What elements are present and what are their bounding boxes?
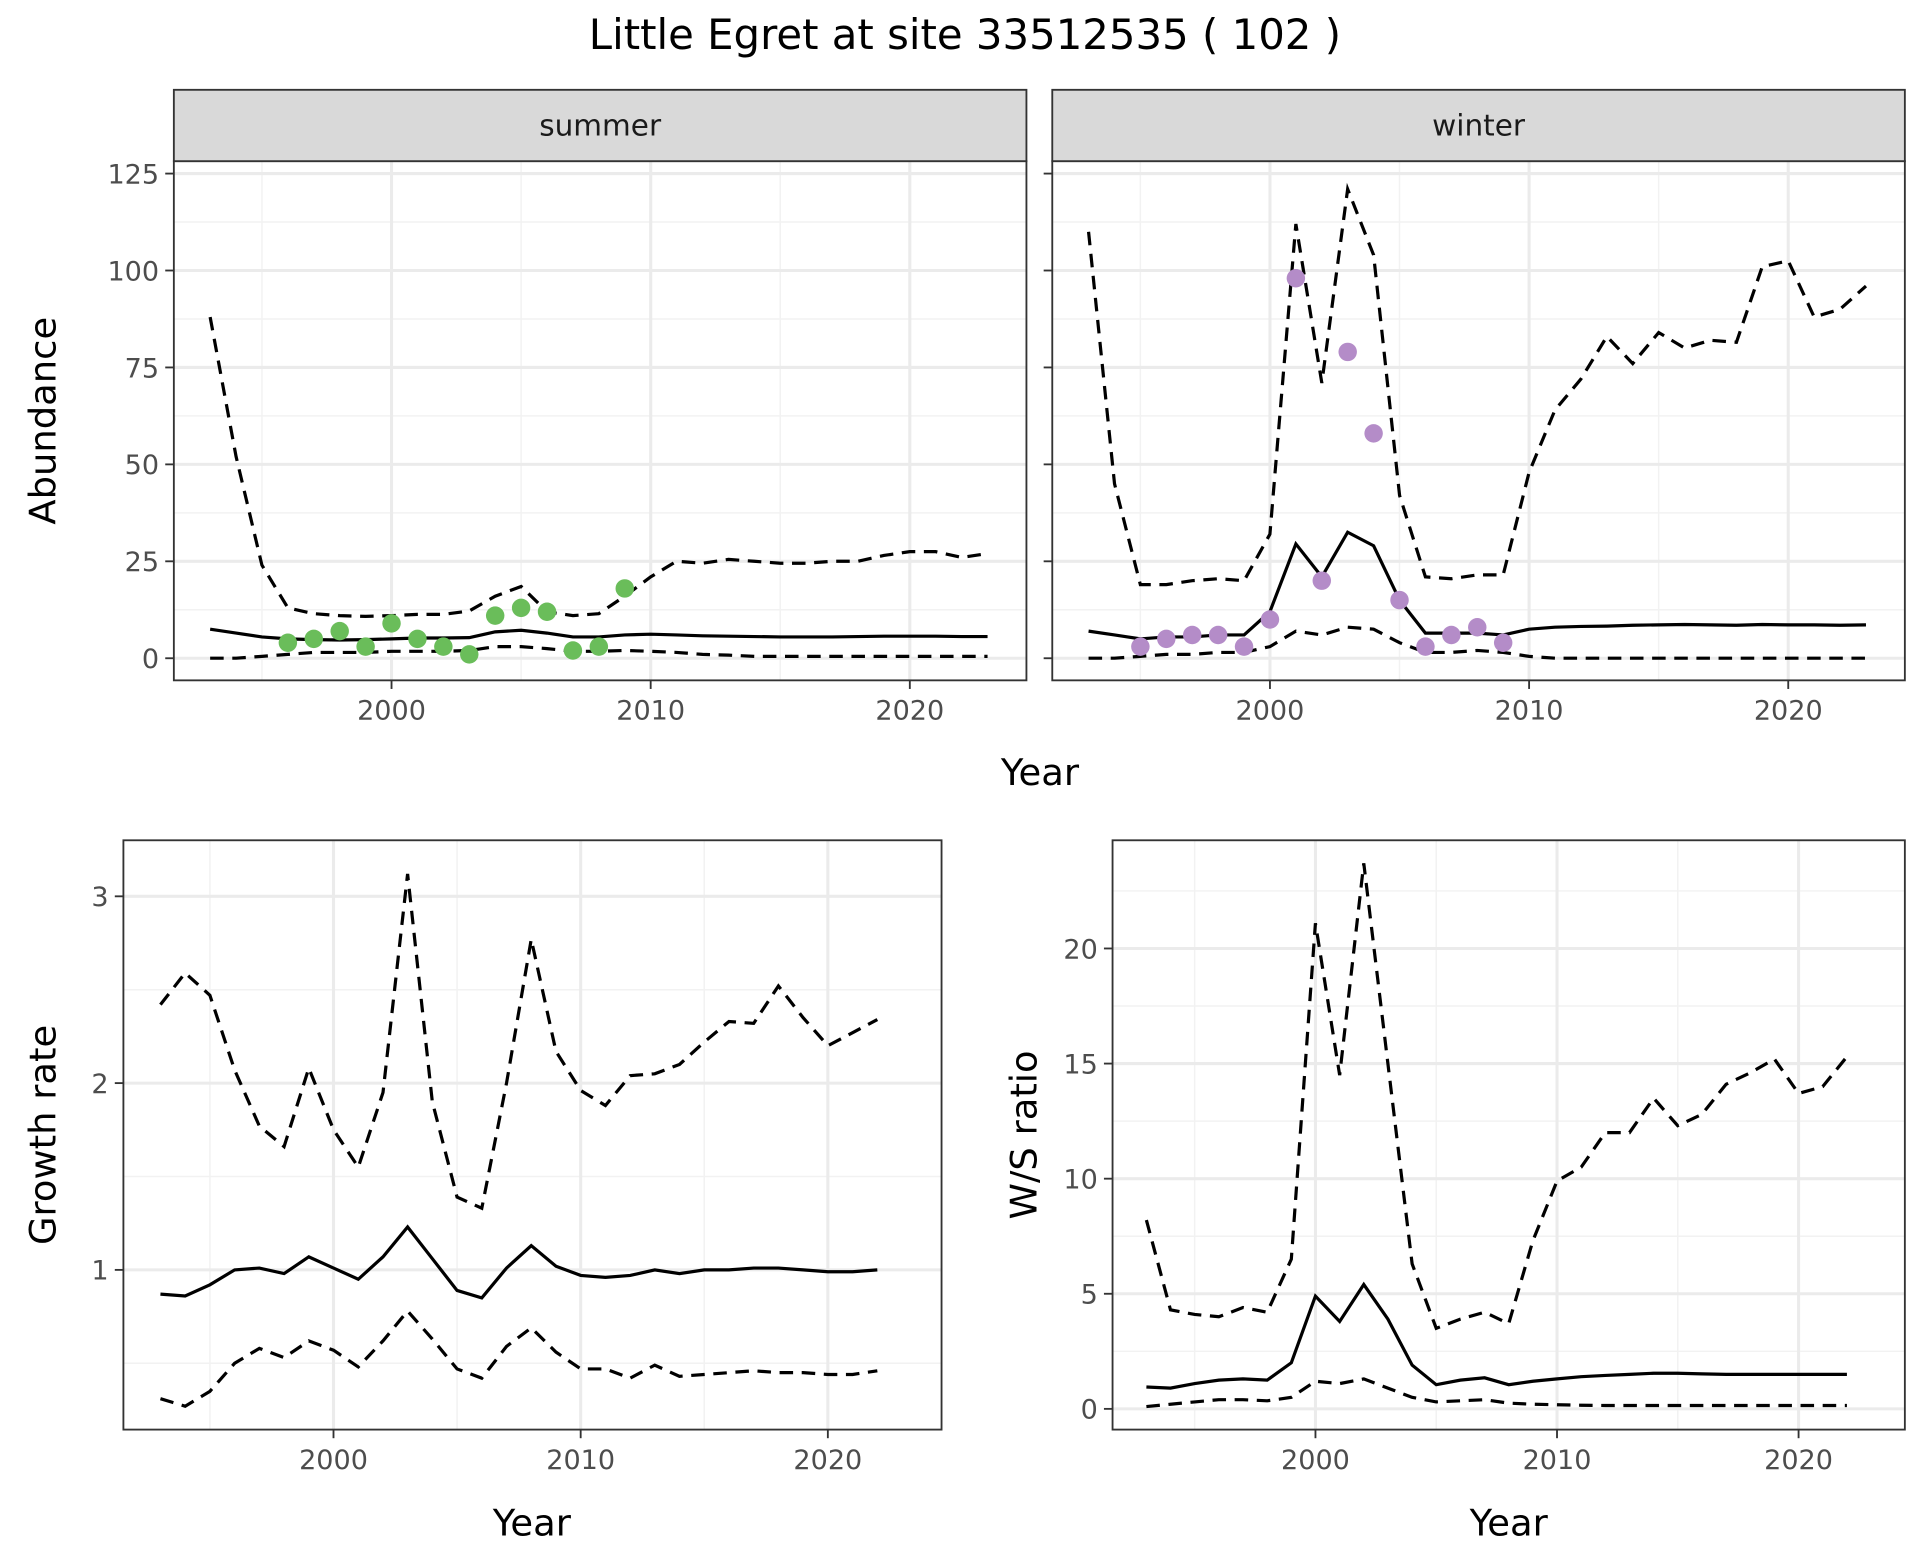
data-point bbox=[330, 621, 349, 641]
x-tick-label: 2010 bbox=[616, 696, 685, 727]
x-tick-label: 2000 bbox=[1236, 696, 1305, 727]
y-tick-label: 5 bbox=[1081, 1280, 1098, 1311]
x-tick-label: 2010 bbox=[546, 1445, 615, 1476]
chart-title: Little Egret at site 33512535 ( 102 ) bbox=[589, 10, 1341, 59]
series-line-upper bbox=[159, 873, 879, 1211]
data-point bbox=[1468, 617, 1487, 637]
facet-label: winter bbox=[1432, 108, 1526, 142]
y-axis-title: W/S ratio bbox=[1002, 1050, 1045, 1219]
data-point bbox=[1493, 633, 1513, 652]
x-tick-label: 2000 bbox=[299, 1445, 368, 1476]
plot-background bbox=[1052, 161, 1905, 681]
series-line-lower bbox=[159, 1308, 878, 1408]
y-tick-label: 15 bbox=[1063, 1049, 1097, 1080]
data-point bbox=[1416, 637, 1435, 656]
x-tick-label: 2020 bbox=[793, 1445, 862, 1476]
data-point bbox=[1131, 637, 1150, 656]
panel-border bbox=[122, 839, 943, 1431]
panel-summer: summer 2000 2010 2020 0 25 50 75 100 125 Abundance… bbox=[22, 88, 1080, 794]
series-line-lower bbox=[1146, 1377, 1847, 1409]
data-point bbox=[460, 645, 479, 664]
data-point bbox=[1338, 342, 1357, 362]
data-point bbox=[589, 637, 609, 656]
facet-strip bbox=[172, 88, 1028, 163]
y-tick-label: 1 bbox=[91, 1256, 108, 1287]
x-tick-label: 2000 bbox=[1281, 1445, 1350, 1476]
data-point bbox=[485, 606, 505, 625]
data-point bbox=[1390, 590, 1409, 610]
y-axis-title: Growth rate bbox=[22, 1025, 65, 1245]
data-point bbox=[1234, 637, 1254, 656]
y-tick-label: 100 bbox=[107, 256, 159, 287]
plot-background bbox=[173, 161, 1027, 681]
data-point bbox=[563, 641, 583, 660]
y-tick-label: 125 bbox=[107, 159, 159, 190]
x-tick-label: 2020 bbox=[1764, 1445, 1833, 1476]
facet-strip bbox=[1051, 88, 1906, 163]
panel-border bbox=[1111, 839, 1906, 1431]
data-point bbox=[1157, 629, 1176, 649]
data-point bbox=[511, 598, 531, 618]
data-point bbox=[434, 637, 453, 656]
series-line-mean bbox=[160, 1224, 878, 1300]
x-tick-label: 2010 bbox=[1495, 696, 1564, 727]
data-point bbox=[1312, 571, 1332, 590]
y-tick-label: 0 bbox=[1081, 1395, 1098, 1426]
x-tick-label: 2010 bbox=[1523, 1445, 1592, 1476]
y-tick-label: 2 bbox=[91, 1069, 108, 1100]
series-line-lower bbox=[1088, 625, 1866, 660]
data-point bbox=[408, 629, 427, 649]
series-line-mean bbox=[1146, 1281, 1847, 1390]
data-point bbox=[1442, 625, 1461, 645]
data-point bbox=[1286, 269, 1306, 288]
x-axis-title: Year bbox=[1000, 751, 1080, 794]
plot-background bbox=[123, 840, 942, 1430]
x-tick-label: 2000 bbox=[357, 696, 426, 727]
series-line-upper bbox=[208, 316, 988, 618]
series-line-upper bbox=[1144, 863, 1849, 1331]
data-point bbox=[1208, 625, 1228, 645]
facet-label: summer bbox=[539, 108, 662, 142]
data-point bbox=[1182, 625, 1202, 645]
series-line-upper bbox=[1086, 182, 1868, 587]
y-tick-label: 20 bbox=[1063, 934, 1097, 965]
data-point bbox=[615, 579, 634, 598]
y-tick-label: 10 bbox=[1063, 1165, 1097, 1196]
x-tick-label: 2020 bbox=[1754, 696, 1823, 727]
data-point bbox=[1260, 610, 1280, 629]
panel-w-s-ratio: 2000 2010 2020 0 5 10 15 20 W/S ratio Year bbox=[1002, 839, 1906, 1544]
x-tick-label: 2020 bbox=[875, 696, 944, 727]
y-tick-label: 75 bbox=[125, 353, 159, 384]
plot-background bbox=[1112, 840, 1905, 1430]
data-point bbox=[382, 614, 401, 633]
panel-growth-rate: 2000 2010 2020 1 2 3 Growth rate Year bbox=[22, 839, 943, 1544]
y-tick-label: 3 bbox=[91, 882, 108, 913]
y-tick-label: 0 bbox=[142, 644, 159, 675]
data-point bbox=[537, 602, 557, 621]
x-axis-title: Year bbox=[492, 1501, 572, 1544]
data-point bbox=[356, 637, 375, 656]
panel-winter: winter 2000 2010 2020 bbox=[1043, 88, 1906, 727]
y-tick-label: 25 bbox=[125, 547, 159, 578]
data-point bbox=[1364, 424, 1383, 443]
data-point bbox=[278, 633, 298, 652]
y-axis-title: Abundance bbox=[22, 317, 65, 525]
data-point bbox=[304, 629, 324, 649]
y-tick-label: 50 bbox=[125, 450, 159, 481]
x-axis-title: Year bbox=[1469, 1501, 1549, 1544]
